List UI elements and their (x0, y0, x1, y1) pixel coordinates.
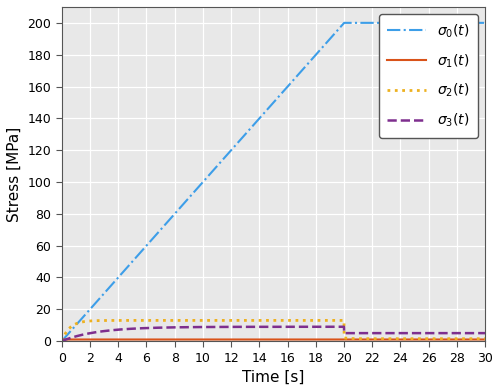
$\sigma_3(t)$ (250, 325, 256, 329)
$\sigma_2(t)$ (64, 329, 70, 334)
$\sigma_2(t)$ (482, 336, 488, 341)
Line: $\sigma_3(t)$: $\sigma_3(t)$ (62, 327, 485, 341)
$\sigma_3(t)$ (64, 337, 70, 341)
$\sigma_3(t)$ (377, 331, 383, 336)
$\sigma_0(t)$ (432, 20, 438, 25)
$\sigma_2(t)$ (159, 318, 165, 323)
$\sigma_3(t)$ (432, 331, 438, 336)
$\sigma_0(t)$ (482, 20, 488, 25)
$\sigma_0(t)$ (250, 123, 256, 128)
$\sigma_2(t)$ (476, 336, 482, 341)
$\sigma_3(t)$ (159, 325, 165, 330)
$\sigma_1(t)$ (432, 337, 438, 342)
$\sigma_0(t)$ (59, 339, 65, 343)
Legend: $\sigma_0(t)$, $\sigma_1(t)$, $\sigma_2(t)$, $\sigma_3(t)$: $\sigma_0(t)$, $\sigma_1(t)$, $\sigma_2(… (379, 14, 478, 138)
Y-axis label: Stress [MPa]: Stress [MPa] (7, 126, 22, 221)
$\sigma_1(t)$ (482, 337, 488, 342)
Line: $\sigma_0(t)$: $\sigma_0(t)$ (62, 23, 485, 341)
$\sigma_1(t)$ (59, 337, 65, 342)
$\sigma_2(t)$ (337, 318, 343, 323)
$\sigma_0(t)$ (341, 20, 347, 25)
$\sigma_1(t)$ (64, 337, 70, 342)
$\sigma_1(t)$ (377, 337, 383, 342)
$\sigma_0(t)$ (64, 333, 70, 338)
$\sigma_3(t)$ (341, 325, 347, 329)
$\sigma_0(t)$ (377, 20, 383, 25)
$\sigma_2(t)$ (377, 336, 383, 341)
$\sigma_1(t)$ (250, 337, 256, 342)
$\sigma_0(t)$ (476, 20, 482, 25)
$\sigma_2(t)$ (432, 336, 438, 341)
$\sigma_3(t)$ (476, 331, 482, 336)
$\sigma_1(t)$ (159, 337, 165, 342)
$\sigma_2(t)$ (59, 339, 65, 343)
Line: $\sigma_2(t)$: $\sigma_2(t)$ (62, 320, 485, 341)
$\sigma_1(t)$ (476, 337, 482, 342)
$\sigma_2(t)$ (250, 318, 256, 323)
$\sigma_0(t)$ (159, 226, 165, 230)
X-axis label: Time [s]: Time [s] (242, 370, 304, 385)
$\sigma_3(t)$ (482, 331, 488, 336)
$\sigma_3(t)$ (59, 339, 65, 343)
